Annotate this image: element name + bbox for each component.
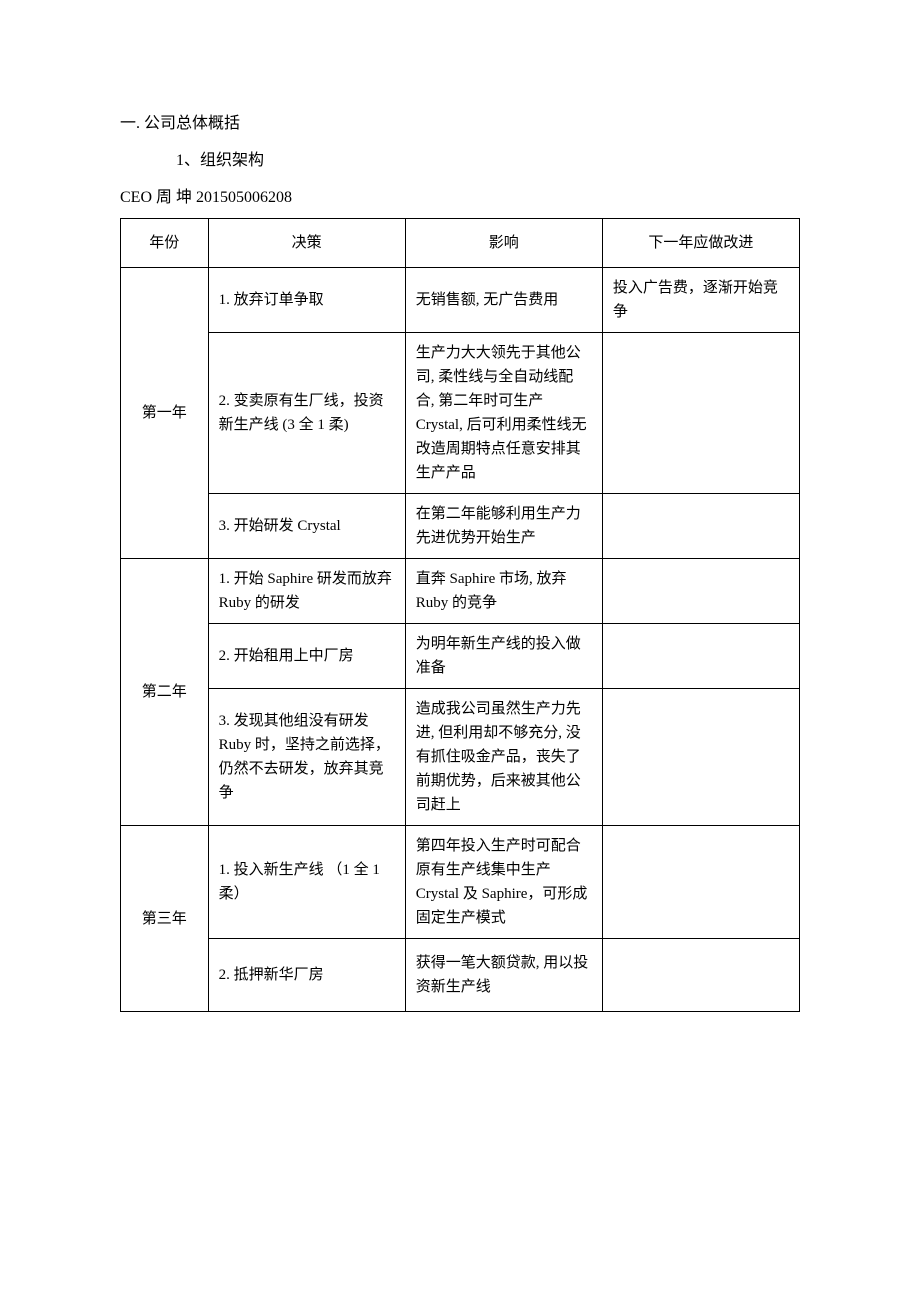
- table-row: 3. 开始研发 Crystal 在第二年能够利用生产力先进优势开始生产: [121, 494, 800, 559]
- table-row: 2. 抵押新华厂房 获得一笔大额贷款, 用以投资新生产线: [121, 939, 800, 1012]
- improve-cell: [602, 559, 799, 624]
- header-year: 年份: [121, 219, 209, 268]
- table-row: 第二年 1. 开始 Saphire 研发而放弃 Ruby 的研发 直奔 Saph…: [121, 559, 800, 624]
- impact-cell: 第四年投入生产时可配合原有生产线集中生产 Crystal 及 Saphire，可…: [405, 826, 602, 939]
- table-row: 第一年 1. 放弃订单争取 无销售额, 无广告费用 投入广告费，逐渐开始竞争: [121, 268, 800, 333]
- improve-cell: [602, 939, 799, 1012]
- subsection-title: 1、组织架构: [176, 147, 800, 176]
- year-cell: 第一年: [121, 268, 209, 559]
- ceo-line: CEO 周 坤 201505006208: [120, 184, 800, 213]
- decision-cell: 3. 开始研发 Crystal: [208, 494, 405, 559]
- year-cell: 第三年: [121, 826, 209, 1012]
- decision-cell: 3. 发现其他组没有研发 Ruby 时，坚持之前选择，仍然不去研发，放弃其竞争: [208, 689, 405, 826]
- improve-cell: [602, 494, 799, 559]
- header-impact: 影响: [405, 219, 602, 268]
- impact-cell: 在第二年能够利用生产力先进优势开始生产: [405, 494, 602, 559]
- impact-cell: 获得一笔大额贷款, 用以投资新生产线: [405, 939, 602, 1012]
- improve-cell: [602, 333, 799, 494]
- table-row: 3. 发现其他组没有研发 Ruby 时，坚持之前选择，仍然不去研发，放弃其竞争 …: [121, 689, 800, 826]
- impact-cell: 造成我公司虽然生产力先进, 但利用却不够充分, 没有抓住吸金产品，丧失了前期优势…: [405, 689, 602, 826]
- decision-cell: 2. 抵押新华厂房: [208, 939, 405, 1012]
- table-row: 2. 变卖原有生厂线，投资新生产线 (3 全 1 柔) 生产力大大领先于其他公司…: [121, 333, 800, 494]
- improve-cell: [602, 689, 799, 826]
- section-title: 一. 公司总体概括: [120, 110, 800, 139]
- impact-cell: 直奔 Saphire 市场, 放弃 Ruby 的竞争: [405, 559, 602, 624]
- decision-cell: 2. 开始租用上中厂房: [208, 624, 405, 689]
- decision-cell: 1. 放弃订单争取: [208, 268, 405, 333]
- impact-cell: 无销售额, 无广告费用: [405, 268, 602, 333]
- table-row: 2. 开始租用上中厂房 为明年新生产线的投入做准备: [121, 624, 800, 689]
- table-row: 第三年 1. 投入新生产线 （1 全 1 柔） 第四年投入生产时可配合原有生产线…: [121, 826, 800, 939]
- improve-cell: [602, 826, 799, 939]
- improve-cell: [602, 624, 799, 689]
- improve-cell: 投入广告费，逐渐开始竞争: [602, 268, 799, 333]
- decision-table: 年份 决策 影响 下一年应做改进 第一年 1. 放弃订单争取 无销售额, 无广告…: [120, 218, 800, 1012]
- decision-cell: 2. 变卖原有生厂线，投资新生产线 (3 全 1 柔): [208, 333, 405, 494]
- header-improve: 下一年应做改进: [602, 219, 799, 268]
- impact-cell: 为明年新生产线的投入做准备: [405, 624, 602, 689]
- header-decision: 决策: [208, 219, 405, 268]
- table-header-row: 年份 决策 影响 下一年应做改进: [121, 219, 800, 268]
- impact-cell: 生产力大大领先于其他公司, 柔性线与全自动线配合, 第二年时可生产 Crysta…: [405, 333, 602, 494]
- decision-cell: 1. 投入新生产线 （1 全 1 柔）: [208, 826, 405, 939]
- year-cell: 第二年: [121, 559, 209, 826]
- decision-cell: 1. 开始 Saphire 研发而放弃 Ruby 的研发: [208, 559, 405, 624]
